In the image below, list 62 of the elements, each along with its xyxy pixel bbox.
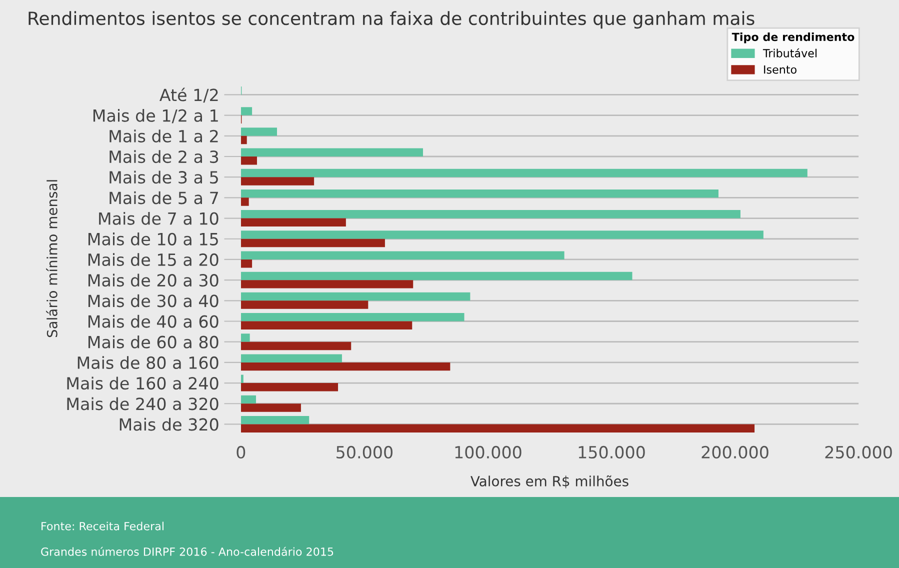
bar <box>240 218 346 227</box>
text: Grandes números DIRPF 2016 - Ano-calendário 2015 <box>41 546 334 556</box>
bar <box>240 416 310 424</box>
x-axis-title: Valores em R$ milhões <box>470 475 628 488</box>
y-tick-label: Mais de 80 a 160 <box>78 356 218 370</box>
bar <box>240 198 249 206</box>
bar <box>240 342 352 350</box>
bar <box>240 107 252 116</box>
y-tick-label: Mais de 1/2 a 1 <box>93 108 218 124</box>
y-tick-label: Mais de 320 <box>120 418 218 431</box>
y-tick-label: Mais de 7 a 10 <box>99 212 218 225</box>
bar <box>240 136 247 144</box>
x-tick-label: 100.000 <box>455 446 522 459</box>
y-tick-label: Mais de 160 a 240 <box>67 376 218 390</box>
bar <box>240 300 368 309</box>
bar <box>240 354 342 362</box>
y-tick-label: Mais de 60 a 80 <box>88 336 218 348</box>
chart-title: Rendimentos isentos se concentram na faixa de contribuintes que ganham mais <box>28 11 754 29</box>
bar <box>240 362 450 371</box>
y-tick-label: Mais de 10 a 15 <box>88 232 218 246</box>
y-tick-label: Mais de 240 a 320 <box>67 397 218 410</box>
x-tick-label: 250.000 <box>825 446 892 459</box>
y-tick-label: Mais de 15 a 20 <box>88 253 218 266</box>
legend-title: Tipo de rendimento <box>732 32 854 44</box>
bar <box>240 238 385 248</box>
bar <box>240 280 414 288</box>
y-tick-label: Mais de 1 a 2 <box>110 130 218 142</box>
x-tick-label: 200.000 <box>702 446 768 459</box>
y-axis-title: Salário mínimo mensal <box>46 180 58 338</box>
bar <box>240 404 301 412</box>
bar <box>240 148 424 156</box>
bar <box>240 177 314 186</box>
bar <box>240 230 764 239</box>
bar <box>240 321 412 330</box>
bar <box>240 383 338 392</box>
y-tick-label: Mais de 20 a 30 <box>88 274 218 287</box>
bar <box>240 374 244 384</box>
source-note: Fonte: Receita Federal <box>42 522 164 530</box>
x-tick-label: 50.000 <box>336 446 393 459</box>
bar <box>240 292 470 301</box>
bar <box>240 189 718 198</box>
bar <box>240 168 808 178</box>
bar <box>240 259 252 268</box>
x-tick-label: 0 <box>236 446 246 459</box>
legend-label: Isento <box>764 65 796 74</box>
bar <box>240 156 257 165</box>
bar <box>240 334 250 342</box>
y-tick-label: Mais de 30 a 40 <box>88 294 218 308</box>
bar <box>240 210 740 218</box>
bar <box>240 424 755 432</box>
bar <box>240 395 256 404</box>
bar <box>240 251 564 260</box>
bar <box>240 272 632 280</box>
y-tick-label: Mais de 3 a 5 <box>110 170 218 184</box>
legend-label: Tributável <box>762 48 816 58</box>
x-tick-label: 150.000 <box>578 446 645 459</box>
y-tick-label: Mais de 5 a 7 <box>110 191 218 204</box>
bar <box>240 313 464 322</box>
y-tick-label: Até 1/2 <box>160 88 218 103</box>
bar <box>240 128 277 136</box>
y-tick-label: Mais de 2 a 3 <box>110 150 218 164</box>
y-tick-label: Mais de 40 a 60 <box>88 314 218 328</box>
